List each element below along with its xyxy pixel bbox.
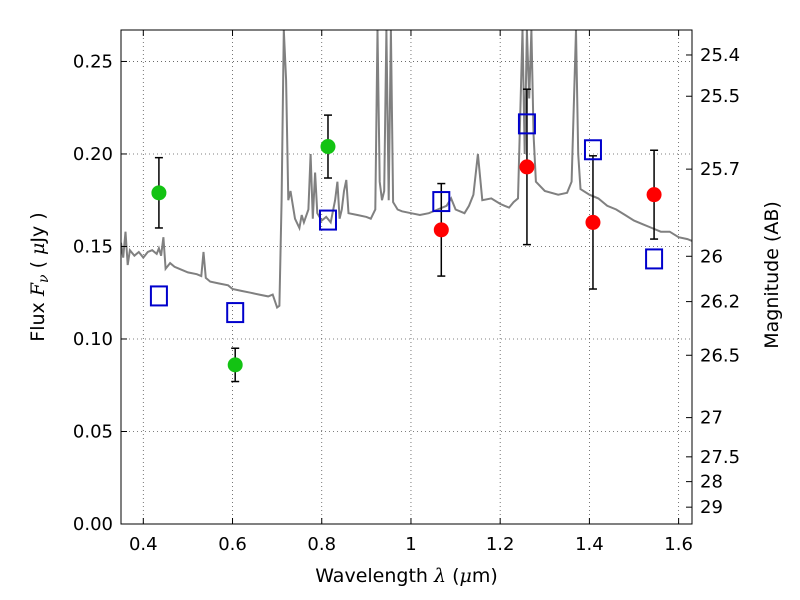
spectrum-line: [121, 30, 692, 310]
plot-frame: [120, 29, 693, 525]
x-tick-label: 0.6: [218, 534, 247, 555]
model-flux-square: [226, 302, 245, 324]
x-tick-label: 1.2: [486, 534, 515, 555]
photometry-points: [149, 88, 664, 383]
right-tick-label: 27.5: [700, 447, 740, 468]
y-tick-label: 0.05: [73, 421, 113, 442]
right-tick-label: 26.5: [700, 345, 740, 366]
right-tick-label: 25.5: [700, 86, 740, 107]
data-point: [320, 139, 336, 155]
right-tick-label: 29: [700, 497, 723, 518]
right-tick-label: 25.4: [700, 45, 740, 66]
y-tick-label: 0.20: [73, 144, 113, 165]
data-point: [151, 185, 167, 201]
x-axis-label: Wavelength λ (μm): [315, 565, 498, 587]
data-point: [519, 159, 535, 175]
right-y-axis-label: Magnitude (AB): [761, 201, 783, 349]
y-tick-label: 0.25: [73, 51, 113, 72]
model-spectrum: [121, 30, 692, 310]
right-tick-label: 25.7: [700, 159, 740, 180]
x-tick-label: 0.4: [129, 534, 158, 555]
model-flux-square: [432, 191, 451, 213]
x-tick-label: 0.8: [307, 534, 336, 555]
data-point: [227, 357, 243, 373]
model-flux-square: [583, 139, 602, 161]
right-tick-label: 28: [700, 472, 723, 493]
x-tick-label: 1.6: [664, 534, 693, 555]
model-flux-square: [517, 113, 536, 135]
x-tick-label: 1: [405, 534, 416, 555]
data-point: [585, 214, 601, 230]
model-flux-square: [645, 248, 664, 270]
y-tick-label: 0.15: [73, 236, 113, 257]
model-flux-square: [149, 285, 168, 307]
model-flux-square: [318, 209, 337, 231]
y-tick-label: 0.10: [73, 329, 113, 350]
right-tick-label: 26.2: [700, 292, 740, 313]
right-tick-label: 27: [700, 408, 723, 429]
y-tick-label: 0.00: [73, 514, 113, 535]
x-tick-label: 1.4: [575, 534, 604, 555]
y-axis-label: Flux Fν ( μJy ): [27, 212, 52, 341]
data-point: [433, 222, 449, 238]
axis-ticks: 0.4 0.6 0.8 1 1.2 1.4 1.6 0.00 0.05 0.10 0.15 0.20 0…: [73, 30, 740, 555]
right-tick-label: 26: [700, 246, 723, 267]
data-point: [646, 187, 662, 203]
